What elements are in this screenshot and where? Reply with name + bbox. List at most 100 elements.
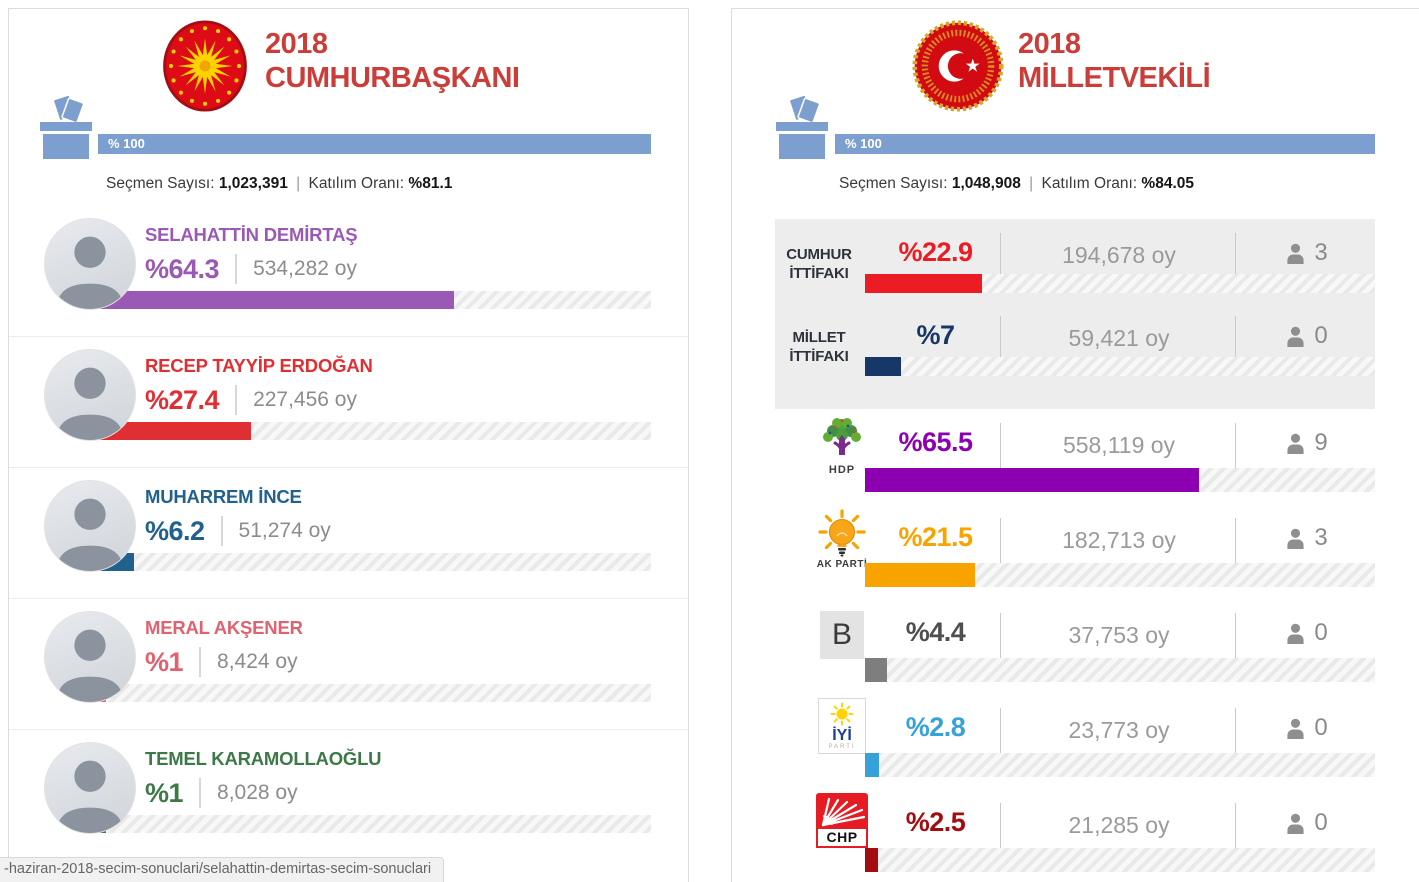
column-divider bbox=[1235, 316, 1236, 372]
alliance-bar-fill bbox=[865, 274, 982, 293]
party-bar bbox=[865, 848, 1375, 872]
candidate-name[interactable]: MERAL AKŞENER bbox=[145, 617, 303, 638]
panel-title-text: MİLLETVEKİLİ bbox=[1018, 62, 1211, 94]
alliance-bar-fill bbox=[865, 357, 901, 376]
stat-divider bbox=[235, 385, 238, 415]
candidate-stats: %1 8,424 oy bbox=[145, 641, 298, 683]
turnout-label: Katılım Oranı: bbox=[308, 175, 405, 192]
seat-count: 0 bbox=[1314, 714, 1328, 741]
stat-divider bbox=[199, 778, 202, 808]
link-preview-url: -haziran-2018-secim-sonuclari/selahattin… bbox=[4, 861, 432, 877]
party-label: AK PARTİ bbox=[816, 559, 868, 570]
seat-count: 9 bbox=[1314, 429, 1328, 456]
person-photo-placeholder bbox=[56, 236, 124, 309]
candidate-row-ince[interactable]: MUHARREM İNCE %6.2 51,274 oy bbox=[9, 468, 688, 599]
alliance-row-cumhur: CUMHUR İTTİFAKI %22.9 194,678 oy 3 bbox=[775, 225, 1375, 309]
candidate-percent: %64.3 bbox=[145, 253, 220, 284]
seat-count: 0 bbox=[1314, 619, 1328, 646]
alliance-name: MİLLET İTTİFAKI bbox=[789, 329, 849, 365]
alliance-votes: 194,678 oy bbox=[1062, 242, 1176, 268]
akparti-logo: AK PARTİ bbox=[797, 508, 887, 570]
column-divider bbox=[1235, 803, 1236, 855]
column-divider bbox=[1235, 613, 1236, 665]
candidate-photo[interactable] bbox=[44, 349, 136, 441]
party-percent: %2.5 bbox=[905, 807, 966, 837]
candidate-votes: 8,424 oy bbox=[217, 650, 298, 673]
party-votes: 21,285 oy bbox=[1068, 812, 1170, 838]
column-divider bbox=[1000, 316, 1001, 372]
column-divider bbox=[1235, 518, 1236, 570]
party-bar bbox=[865, 468, 1375, 492]
party-seats: 0 bbox=[1243, 619, 1371, 647]
candidate-stats: %6.2 51,274 oy bbox=[145, 510, 331, 552]
stat-divider bbox=[199, 647, 202, 677]
candidate-row-aksener[interactable]: MERAL AKŞENER %1 8,424 oy bbox=[9, 599, 688, 730]
party-seats: 0 bbox=[1243, 809, 1371, 837]
party-votes: 182,713 oy bbox=[1062, 527, 1176, 553]
candidate-name[interactable]: MUHARREM İNCE bbox=[145, 486, 302, 507]
alliance-seats: 3 bbox=[1243, 239, 1371, 267]
candidate-percent: %1 bbox=[145, 646, 184, 677]
column-divider bbox=[1000, 613, 1001, 665]
alliance-name: CUMHUR İTTİFAKI bbox=[786, 246, 852, 282]
hdp-logo: HDP bbox=[797, 413, 887, 476]
hdp-tree-icon bbox=[823, 418, 861, 455]
party-bar-fill bbox=[865, 563, 975, 587]
candidate-photo[interactable] bbox=[44, 611, 136, 703]
ballot-box-icon bbox=[776, 95, 828, 159]
parliament-panel: 2018 MİLLETVEKİLİ % 100 Seçmen Sayısı: 1… bbox=[731, 8, 1419, 882]
alliance-row-millet: MİLLET İTTİFAKI %7 59,421 oy 0 bbox=[775, 308, 1375, 392]
voters-label: Seçmen Sayısı: bbox=[839, 175, 948, 192]
party-row-chp: CHP %2.5 21,285 oy 0 bbox=[775, 791, 1375, 882]
candidate-photo[interactable] bbox=[44, 480, 136, 572]
light-bulb-icon bbox=[818, 509, 866, 557]
alliance-percent: %22.9 bbox=[898, 237, 973, 267]
candidate-name[interactable]: SELAHATTİN DEMİRTAŞ bbox=[145, 224, 358, 245]
b-logo: B bbox=[797, 603, 887, 659]
chp-box: CHP bbox=[816, 793, 868, 848]
candidate-name[interactable]: RECEP TAYYİP ERDOĞAN bbox=[145, 355, 373, 376]
person-icon bbox=[1287, 718, 1304, 739]
iyi-box: İYİ PARTİ bbox=[818, 698, 866, 754]
candidate-photo[interactable] bbox=[44, 218, 136, 310]
counting-progress-bar: % 100 bbox=[98, 134, 651, 154]
candidate-row-karamollaoglu[interactable]: TEMEL KARAMOLLAOĞLU %1 8,028 oy bbox=[9, 730, 688, 861]
party-votes: 37,753 oy bbox=[1068, 622, 1170, 648]
column-divider bbox=[1000, 518, 1001, 570]
person-photo-placeholder bbox=[56, 498, 124, 571]
counting-progress-label: % 100 bbox=[108, 136, 145, 151]
party-seats: 9 bbox=[1243, 429, 1371, 457]
party-label: B bbox=[820, 611, 864, 659]
seat-count: 3 bbox=[1314, 524, 1328, 551]
alliance-results: CUMHUR İTTİFAKI %22.9 194,678 oy 3 MİLLE… bbox=[775, 219, 1375, 409]
candidate-bar bbox=[100, 553, 651, 571]
chp-logo: CHP bbox=[797, 793, 887, 848]
iyi-logo: İYİ PARTİ bbox=[797, 698, 887, 754]
ballot-box-icon bbox=[40, 95, 92, 159]
seat-count: 0 bbox=[1314, 809, 1328, 836]
candidate-photo[interactable] bbox=[44, 742, 136, 834]
candidate-row-demirtas[interactable]: SELAHATTİN DEMİRTAŞ %64.3 534,282 oy bbox=[9, 206, 688, 337]
candidate-votes: 51,274 oy bbox=[238, 519, 331, 542]
voter-info: Seçmen Sayısı: 1,048,908 | Katılım Oranı… bbox=[839, 175, 1194, 193]
candidate-bar bbox=[100, 815, 651, 833]
panel-title-year: 2018 bbox=[265, 28, 328, 60]
voters-label: Seçmen Sayısı: bbox=[106, 175, 215, 192]
party-bar-fill bbox=[865, 848, 878, 872]
candidate-list: SELAHATTİN DEMİRTAŞ %64.3 534,282 oy REC… bbox=[9, 206, 688, 861]
person-icon bbox=[1287, 528, 1304, 549]
party-row-iyi: İYİ PARTİ %2.8 23,773 oy 0 bbox=[775, 696, 1375, 791]
presidential-panel: 2018 CUMHURBAŞKANI % 100 Seçmen Sayısı: … bbox=[8, 8, 689, 882]
party-bar bbox=[865, 658, 1375, 682]
person-photo-placeholder bbox=[56, 367, 124, 440]
presidency-seal-logo bbox=[163, 20, 247, 112]
column-divider bbox=[1235, 233, 1236, 289]
column-divider bbox=[1235, 423, 1236, 475]
candidate-name[interactable]: TEMEL KARAMOLLAOĞLU bbox=[145, 748, 382, 769]
candidate-percent: %1 bbox=[145, 777, 184, 808]
candidate-row-erdogan[interactable]: RECEP TAYYİP ERDOĞAN %27.4 227,456 oy bbox=[9, 337, 688, 468]
party-label: CHP bbox=[816, 829, 868, 848]
candidate-bar-fill bbox=[100, 422, 251, 440]
voter-info: Seçmen Sayısı: 1,023,391 | Katılım Oranı… bbox=[106, 175, 452, 193]
party-seats: 3 bbox=[1243, 524, 1371, 552]
